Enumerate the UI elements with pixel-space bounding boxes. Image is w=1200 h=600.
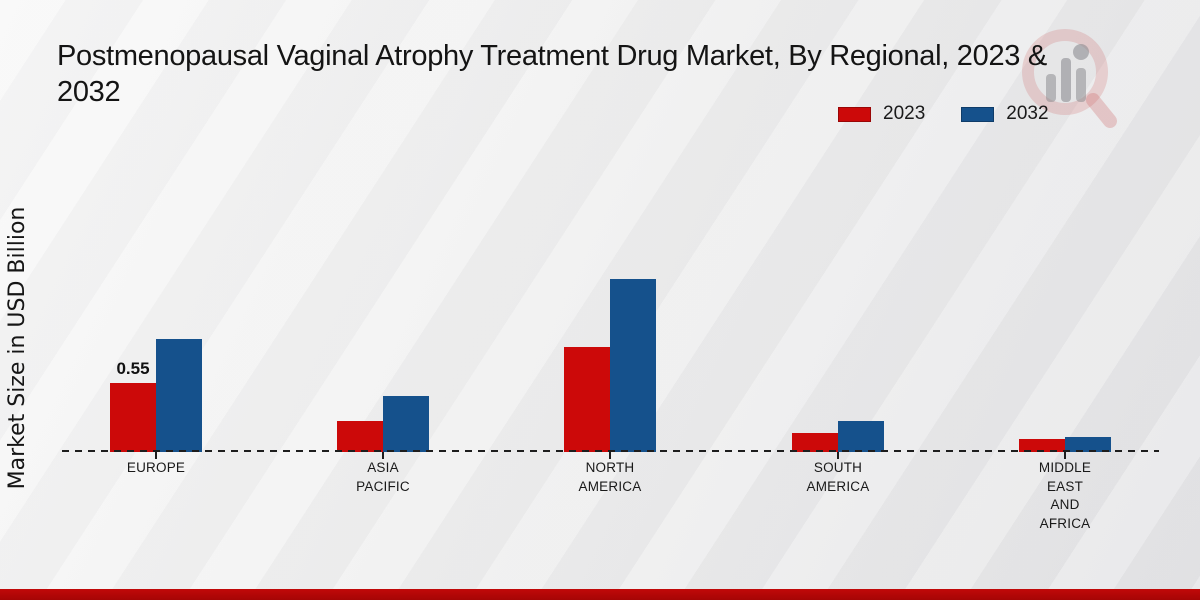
- bar-2032-group0: [156, 339, 202, 452]
- category-label: NORTH AMERICA: [578, 460, 642, 494]
- bar-2032-group1: [383, 396, 429, 452]
- category-label: SOUTH AMERICA: [806, 460, 870, 494]
- market-research-logo-watermark: [1022, 29, 1117, 128]
- legend-swatch-2023: [838, 106, 871, 122]
- axis-tick: [155, 452, 157, 459]
- category-label: ASIA PACIFIC: [356, 460, 410, 494]
- bar-2023-group2: [564, 347, 610, 452]
- chart-title: Postmenopausal Vaginal Atrophy Treatment…: [57, 40, 1047, 108]
- category-label: EUROPE: [126, 460, 186, 475]
- y-axis-label: Market Size in USD Billion: [5, 206, 30, 490]
- bar-2032-group4: [1065, 437, 1111, 452]
- x-axis-dashed-line: [62, 450, 1159, 452]
- axis-tick: [609, 452, 611, 459]
- bar-2023-group4: [1019, 439, 1065, 452]
- bar-2023-group1: [337, 421, 383, 452]
- axis-tick: [837, 452, 839, 459]
- bar-2032-group2: [610, 279, 656, 452]
- axis-tick: [1064, 452, 1066, 459]
- bar-2023-group0: [110, 383, 156, 452]
- legend-swatch-2032: [961, 106, 995, 122]
- axis-tick: [382, 452, 384, 459]
- bar-2023-group3: [792, 433, 838, 452]
- bottom-red-band: [0, 589, 1200, 600]
- legend: 2023 2032: [838, 103, 1085, 125]
- category-label: MIDDLE EAST AND AFRICA: [1038, 460, 1092, 531]
- bar-2032-group3: [838, 421, 884, 452]
- legend-label-2023: 2023: [883, 103, 926, 124]
- legend-label-2032: 2032: [1006, 103, 1049, 124]
- bar-value-label: 0.55: [116, 358, 150, 378]
